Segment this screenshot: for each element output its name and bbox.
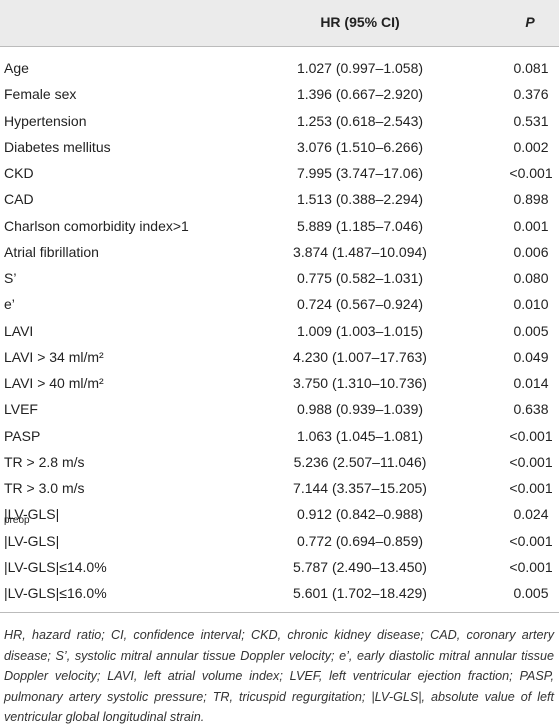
label-text: CAD xyxy=(4,191,34,208)
p-value: 0.024 xyxy=(513,506,549,523)
hr-value: 1.027 (0.997–1.058) xyxy=(296,60,424,76)
p-value: <0.001 xyxy=(509,532,553,549)
p-value: <0.001 xyxy=(509,427,553,444)
table-row: TR > 3.0 m/s 7.144 (3.357–15.205) <0.001 xyxy=(0,475,559,501)
table-row: Female sex 1.396 (0.667–2.920) 0.376 xyxy=(0,81,559,107)
label-text: Charlson comorbidity index>1 xyxy=(4,217,189,234)
hr-value: 5.236 (2.507–11.046) xyxy=(293,453,427,470)
column-header: P xyxy=(525,14,535,30)
p-value: 0.014 xyxy=(513,375,549,391)
label-text: LAVI > 40 ml/m² xyxy=(4,375,104,391)
table-row: |LV-GLS|≤16.0% 5.601 (1.702–18.429) 0.005 xyxy=(0,580,559,606)
hr-value: 1.513 (0.388–2.294) xyxy=(296,191,424,208)
table-row: LAVI > 34 ml/m² 4.230 (1.007–17.763) 0.049 xyxy=(0,344,559,370)
hr-value: 1.009 (1.003–1.015) xyxy=(296,322,424,339)
label-text: e’ xyxy=(4,296,15,313)
p-value: 0.376 xyxy=(513,86,549,103)
p-value: 0.002 xyxy=(513,138,549,155)
label-text: Atrial fibrillation xyxy=(4,243,99,260)
table-row: PASP 1.063 (1.045–1.081) <0.001 xyxy=(0,423,559,449)
table-row: TR > 2.8 m/s 5.236 (2.507–11.046) <0.001 xyxy=(0,449,559,475)
label-text: TR > 3.0 m/s xyxy=(4,480,85,496)
table-row: LAVI 1.009 (1.003–1.015) 0.005 xyxy=(0,318,559,344)
hr-value: 4.230 (1.007–17.763) xyxy=(293,348,427,365)
table-row: Charlson comorbidity index>1 5.889 (1.185… xyxy=(0,213,559,239)
table-row: Diabetes mellitus 3.076 (1.510–6.266) 0.00… xyxy=(0,134,559,160)
p-value: 0.081 xyxy=(513,60,549,76)
row-label: |LV-GLS| preop xyxy=(4,501,59,534)
hr-value: 0.724 (0.567–0.924) xyxy=(296,296,424,313)
p-value: 0.005 xyxy=(513,322,549,339)
table-row: LAVI > 40 ml/m² 3.750 (1.310–10.736) 0.014 xyxy=(0,370,559,396)
table-row: Hypertension 1.253 (0.618–2.543) 0.531 xyxy=(0,108,559,134)
p-value: 0.898 xyxy=(513,191,549,208)
p-value: 0.006 xyxy=(513,243,549,260)
table-row: CAD 1.513 (0.388–2.294) 0.898 xyxy=(0,186,559,212)
p-value: 0.005 xyxy=(513,585,549,601)
label-text: LAVI > 34 ml/m² xyxy=(4,348,104,365)
label-text: Diabetes mellitus xyxy=(4,138,111,155)
table-row: Age 1.027 (0.997–1.058) 0.081 xyxy=(0,55,559,81)
label-text: PASP xyxy=(4,427,41,444)
hr-value: 3.874 (1.487–10.094) xyxy=(293,243,427,260)
p-value: <0.001 xyxy=(509,165,553,181)
label-text: LAVI xyxy=(4,322,34,339)
p-value: 0.010 xyxy=(513,296,549,313)
p-value: 0.080 xyxy=(513,270,549,286)
hr-value: 0.988 (0.939–1.039) xyxy=(296,401,424,418)
hr-value: 1.253 (0.618–2.543) xyxy=(296,112,424,129)
p-value: 0.531 xyxy=(513,112,549,129)
table-row: |LV-GLS| preop 0.912 (0.842–0.988) 0.024 xyxy=(0,501,559,527)
hr-value: 7.144 (3.357–15.205) xyxy=(293,480,427,496)
label-subscript: preop xyxy=(4,515,30,527)
hr-value: 3.076 (1.510–6.266) xyxy=(296,138,424,155)
table-rule xyxy=(0,612,559,613)
hr-value: 0.775 (0.582–1.031) xyxy=(296,270,424,286)
hr-value: 1.063 (1.045–1.081) xyxy=(296,427,424,444)
label-text: |LV-GLS|≤14.0% xyxy=(4,558,107,575)
label-text: LVEF xyxy=(4,401,38,418)
table-row: e’ 0.724 (0.567–0.924) 0.010 xyxy=(0,291,559,317)
table-header: HR (95% CI) P xyxy=(0,0,559,47)
hr-value: 1.396 (0.667–2.920) xyxy=(296,86,424,103)
footnote: HR, hazard ratio; CI, confidence interva… xyxy=(4,628,554,724)
label-text: CKD xyxy=(4,165,34,181)
label-text: |LV-GLS|≤16.0% xyxy=(4,585,107,601)
label-text: Age xyxy=(4,60,29,76)
p-value: <0.001 xyxy=(509,558,553,575)
label-text: TR > 2.8 m/s xyxy=(4,453,85,470)
column-header: HR (95% CI) xyxy=(320,14,400,30)
hr-value: 5.889 (1.185–7.046) xyxy=(296,217,424,234)
p-value: <0.001 xyxy=(509,453,553,470)
label-text: Hypertension xyxy=(4,112,87,129)
hr-value: 5.787 (2.490–13.450) xyxy=(293,558,427,575)
table-row: CKD 7.995 (3.747–17.06) <0.001 xyxy=(0,160,559,186)
label-text: Female sex xyxy=(4,86,77,103)
table-row: |LV-GLS|≤14.0% 5.787 (2.490–13.450) <0.001 xyxy=(0,554,559,580)
table-row: LVEF 0.988 (0.939–1.039) 0.638 xyxy=(0,396,559,422)
p-value: 0.001 xyxy=(513,217,549,234)
table-row: |LV-GLS| 0.772 (0.694–0.859) <0.001 xyxy=(0,528,559,554)
hr-value: 3.750 (1.310–10.736) xyxy=(293,375,427,391)
hr-value: 0.772 (0.694–0.859) xyxy=(296,532,424,549)
hr-value: 0.912 (0.842–0.988) xyxy=(296,506,424,523)
table-row: S’ 0.775 (0.582–1.031) 0.080 xyxy=(0,265,559,291)
table-row: Atrial fibrillation 3.874 (1.487–10.094) 0… xyxy=(0,239,559,265)
hr-value: 5.601 (1.702–18.429) xyxy=(293,585,427,601)
p-value: 0.638 xyxy=(513,401,549,418)
label-text: |LV-GLS| xyxy=(4,532,60,549)
hr-value: 7.995 (3.747–17.06) xyxy=(296,165,424,181)
table-body: Age 1.027 (0.997–1.058) 0.081 Female sex 1.3… xyxy=(0,55,559,606)
p-value: <0.001 xyxy=(509,480,553,496)
label-text: S’ xyxy=(4,270,17,286)
label-text: |LV-GLS| xyxy=(4,506,60,523)
p-value: 0.049 xyxy=(513,348,549,365)
